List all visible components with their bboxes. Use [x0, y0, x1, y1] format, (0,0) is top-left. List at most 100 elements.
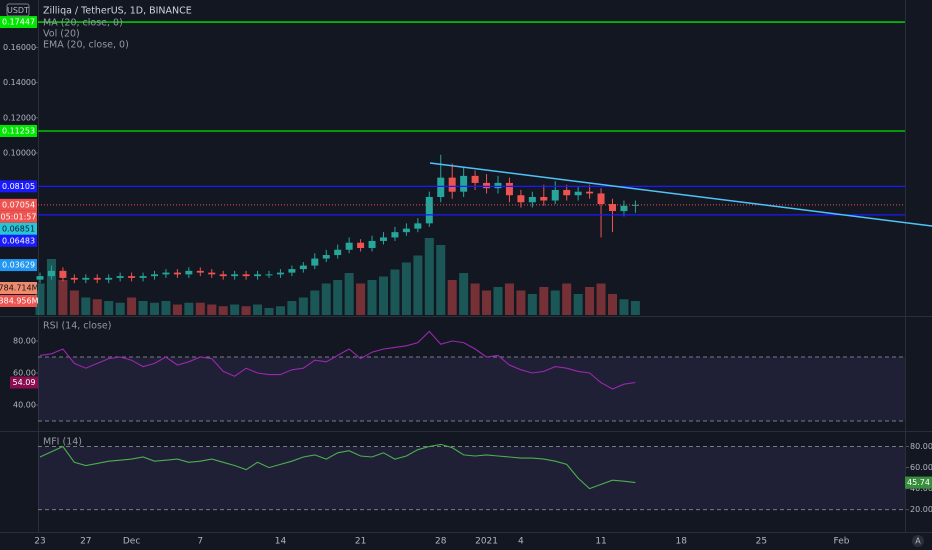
volume-bar	[298, 297, 308, 315]
candle-body	[345, 242, 353, 250]
volume-bar	[413, 255, 423, 315]
candle-body	[357, 242, 365, 248]
x-tick-label: 23	[34, 537, 45, 547]
volume-bar	[310, 290, 320, 315]
volume-label-bg	[0, 282, 37, 294]
candle-body	[116, 276, 124, 278]
candle-body	[380, 237, 387, 241]
candle-body	[254, 274, 262, 277]
volume-bar	[241, 306, 251, 315]
volume-bar	[127, 297, 137, 315]
band-fill	[38, 446, 905, 510]
candle-body	[391, 232, 399, 238]
candle-body	[151, 274, 158, 277]
indicator-line	[39, 443, 636, 490]
volume-bar	[207, 304, 217, 315]
volume-bar	[390, 269, 400, 315]
quote-badge[interactable]	[6, 3, 30, 17]
x-tick-label: Dec	[123, 537, 140, 547]
candle-body	[517, 195, 525, 203]
candle-body	[208, 272, 216, 275]
candle-body	[551, 189, 559, 201]
candle-body	[231, 274, 239, 277]
candle-body	[437, 177, 445, 197]
volume-bar	[138, 301, 148, 315]
candle-body	[483, 182, 491, 189]
auto-scale-label: A	[915, 537, 921, 546]
volume-bar	[161, 301, 171, 315]
candle-body	[59, 270, 67, 278]
indicator-name[interactable]: Vol (20)	[43, 29, 80, 40]
candle-body	[242, 274, 250, 277]
candle-body	[402, 228, 410, 233]
auto-scale-button[interactable]	[912, 535, 924, 547]
candle-body	[47, 270, 55, 277]
quote: USDT	[7, 6, 29, 15]
candle-body	[620, 205, 628, 212]
volume-bar	[550, 290, 560, 315]
volume-bar	[150, 302, 159, 315]
current-value-label-bg	[10, 376, 38, 389]
y-tick-label: 40.00	[910, 484, 932, 493]
volume-bar	[424, 238, 434, 315]
volume-bar	[447, 280, 457, 315]
volume-bar	[275, 306, 285, 315]
volume-bar	[321, 283, 331, 315]
candle-body	[322, 255, 330, 259]
indicator-line	[39, 330, 636, 390]
candle-body	[311, 258, 319, 266]
indicator-name[interactable]: MA (20, close, 0)	[43, 18, 123, 29]
label-layer: 23 27 Dec 7 14 21 28 2021 4 11 18 25 Feb 0.10000 0.120…	[0, 16, 932, 547]
volume-bar	[459, 273, 469, 315]
volume-bar	[333, 280, 343, 315]
volume-bar	[379, 276, 388, 315]
candle-body	[82, 277, 90, 280]
x-tick-label: Feb	[834, 537, 850, 547]
y-tick-label: 80.00	[13, 337, 36, 346]
pane-title[interactable]: MFI (14)	[43, 437, 82, 448]
y-tick-label: 0.14000	[3, 78, 36, 87]
y-tick-label: 80.00	[910, 442, 932, 451]
candle-body	[368, 240, 376, 248]
candle-body	[299, 265, 307, 270]
candle-body	[276, 272, 284, 275]
y-tick-label: 40.00	[13, 401, 36, 410]
volume-bar	[539, 287, 549, 315]
volume-bar	[596, 283, 606, 315]
volume-bar	[401, 262, 411, 315]
candle-body	[586, 191, 594, 194]
last-price-label: 0.07054	[2, 200, 35, 209]
y-tick-label: 0.16000	[3, 43, 36, 52]
current-value-label-bg	[905, 476, 932, 489]
candle-body	[265, 274, 273, 276]
pane-title[interactable]: RSI (14, close)	[43, 321, 111, 332]
level-label: 0.11253	[2, 126, 35, 135]
current-value-label: 45.74	[907, 478, 930, 487]
x-tick-label: 18	[675, 537, 687, 547]
candle-body	[425, 196, 433, 224]
y-tick-label: 20.00	[910, 505, 932, 514]
x-tick-label: 2021	[475, 537, 498, 547]
indicator-label-bg	[0, 222, 37, 235]
level-label: 0.08105	[2, 182, 35, 191]
volume-bar	[195, 302, 205, 315]
x-tick-label: 25	[756, 537, 767, 547]
countdown-label: 05:01:57	[1, 212, 37, 221]
indicator-label-bg	[0, 259, 37, 272]
candle-body	[460, 175, 468, 192]
symbol-title: Zilliqa / TetherUS, 1D, BINANCE	[43, 6, 192, 17]
level-label: 0.06483	[2, 236, 35, 245]
volume-bar	[585, 287, 595, 315]
countdown-label-bg	[0, 210, 37, 223]
indicator-label: 0.06851	[2, 224, 35, 233]
candle-body	[471, 175, 479, 183]
volume-bar	[287, 301, 297, 315]
volume-bar	[493, 287, 503, 315]
indicator-name[interactable]: EMA (20, close, 0)	[43, 40, 129, 51]
candle-layer	[36, 21, 905, 490]
candle-body	[528, 196, 536, 203]
volume-bar	[46, 259, 56, 315]
volume-bar	[218, 306, 228, 315]
candle-body	[173, 272, 181, 275]
